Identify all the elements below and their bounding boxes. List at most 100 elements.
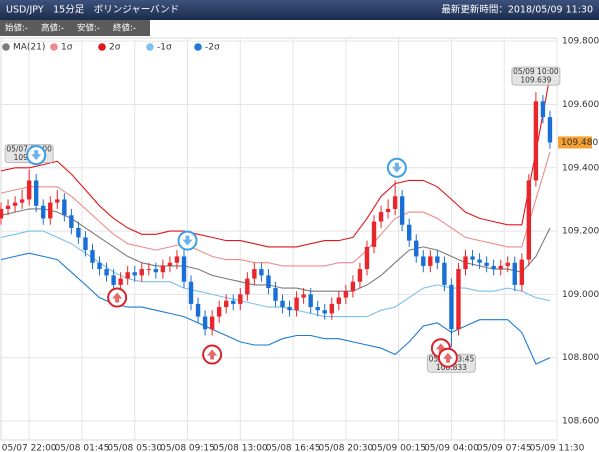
candle-body xyxy=(540,101,546,118)
candle-body xyxy=(69,215,74,228)
legend-swatch xyxy=(194,43,202,51)
legend-swatch xyxy=(2,43,10,51)
candle-body xyxy=(224,300,229,308)
x-tick-label: 05/08 05:30 xyxy=(107,444,162,452)
candle-body xyxy=(245,278,250,295)
candle-body xyxy=(350,281,356,292)
candle-body xyxy=(491,265,496,270)
candle-body xyxy=(153,269,159,273)
y-tick-label: 108.800 xyxy=(562,353,599,363)
x-tick-label: 05/09 11:30 xyxy=(530,444,585,452)
x-tick-label: 05/08 16:45 xyxy=(266,444,321,452)
legend-label: 1σ xyxy=(61,43,73,53)
candle-body xyxy=(118,278,123,285)
annotation-box xyxy=(511,66,561,86)
legend-swatch xyxy=(50,43,58,51)
candle-body xyxy=(188,281,194,304)
candle-body xyxy=(336,297,342,304)
candle-body xyxy=(0,208,4,219)
candle-body xyxy=(26,180,32,200)
candle-body xyxy=(167,262,173,266)
annotation-text: 109.639 xyxy=(520,76,551,85)
candle-body xyxy=(231,300,236,304)
candle-body xyxy=(407,224,412,241)
candle-body xyxy=(463,256,468,270)
candle-body xyxy=(41,205,46,219)
x-tick-label: 05/09 07:45 xyxy=(477,444,532,452)
candle-body xyxy=(329,303,334,314)
current-price-box xyxy=(558,136,592,149)
x-tick-label: 05/08 13:00 xyxy=(213,444,268,452)
candle-body xyxy=(442,262,447,285)
candle-body xyxy=(547,117,553,143)
candle-body xyxy=(62,199,67,216)
candle-body xyxy=(322,310,327,314)
candle-body xyxy=(139,269,144,276)
signal-arrow xyxy=(31,150,42,161)
signal-arrow xyxy=(182,235,193,246)
candle-body xyxy=(435,256,440,263)
candle-body xyxy=(209,316,215,330)
candle-body xyxy=(357,269,363,282)
candle-body xyxy=(125,272,130,279)
candle-body xyxy=(111,275,116,285)
candle-body xyxy=(498,265,503,270)
candle-body xyxy=(104,269,109,276)
candle-body xyxy=(378,212,384,222)
signal-arrow xyxy=(435,343,446,354)
candle-body xyxy=(5,205,11,209)
y-tick-label: 108.600 xyxy=(562,417,599,427)
band-line xyxy=(0,151,551,267)
candle-body xyxy=(146,269,151,271)
candle-body xyxy=(76,227,81,238)
candle-body xyxy=(371,221,377,247)
candle-body xyxy=(421,256,426,266)
candle-body xyxy=(48,202,53,219)
y-tick-label: 109.000 xyxy=(562,290,599,300)
signal-arrow xyxy=(391,162,402,173)
x-tick-label: 05/09 04:00 xyxy=(424,444,479,452)
x-tick-label: 05/08 01:45 xyxy=(55,444,110,452)
candle-body xyxy=(195,303,201,317)
candle-body xyxy=(160,265,166,273)
candle-body xyxy=(90,250,95,263)
signal-arrow xyxy=(112,292,123,303)
candle-body xyxy=(315,307,320,311)
band-line xyxy=(0,252,551,365)
candle-body xyxy=(308,294,313,308)
candle-body xyxy=(266,275,271,289)
candle-body xyxy=(414,240,419,257)
candle-body xyxy=(343,291,349,298)
candle-body xyxy=(399,196,405,225)
candle-body xyxy=(385,208,391,213)
candle-body xyxy=(364,246,370,270)
candle-body xyxy=(428,256,433,266)
candle-body xyxy=(202,316,208,330)
candle-body xyxy=(83,237,88,251)
candle-body xyxy=(533,101,539,181)
ohlc-label: 安値:- xyxy=(77,23,100,34)
candle-body xyxy=(259,269,264,276)
ohlc-label: 始値:- xyxy=(5,23,28,34)
candle-body xyxy=(181,256,187,282)
candle-body xyxy=(505,262,510,266)
annotation-text: 05/09 10:00 xyxy=(513,67,559,76)
x-tick-label: 05/08 09:15 xyxy=(160,444,215,452)
candle-body xyxy=(294,297,299,311)
y-tick-label: 109.600 xyxy=(562,100,599,110)
legend-label: MA(21) xyxy=(13,43,45,53)
candle-body xyxy=(477,259,482,263)
x-tick-label: 05/07 22:00 xyxy=(2,444,57,452)
candle-body xyxy=(273,288,278,301)
legend-label: -1σ xyxy=(157,43,172,53)
y-tick-label: 109.200 xyxy=(562,227,599,237)
ohlc-label: 高値:- xyxy=(41,23,64,34)
candle-body xyxy=(280,300,285,308)
ohlc-bar xyxy=(0,20,150,36)
signal-arrow xyxy=(207,349,218,360)
legend-label: 2σ xyxy=(109,43,121,53)
y-tick-label: 109.400 xyxy=(562,163,599,173)
candle-body xyxy=(301,294,306,298)
candle-body xyxy=(526,180,532,260)
candle-body xyxy=(470,256,475,260)
